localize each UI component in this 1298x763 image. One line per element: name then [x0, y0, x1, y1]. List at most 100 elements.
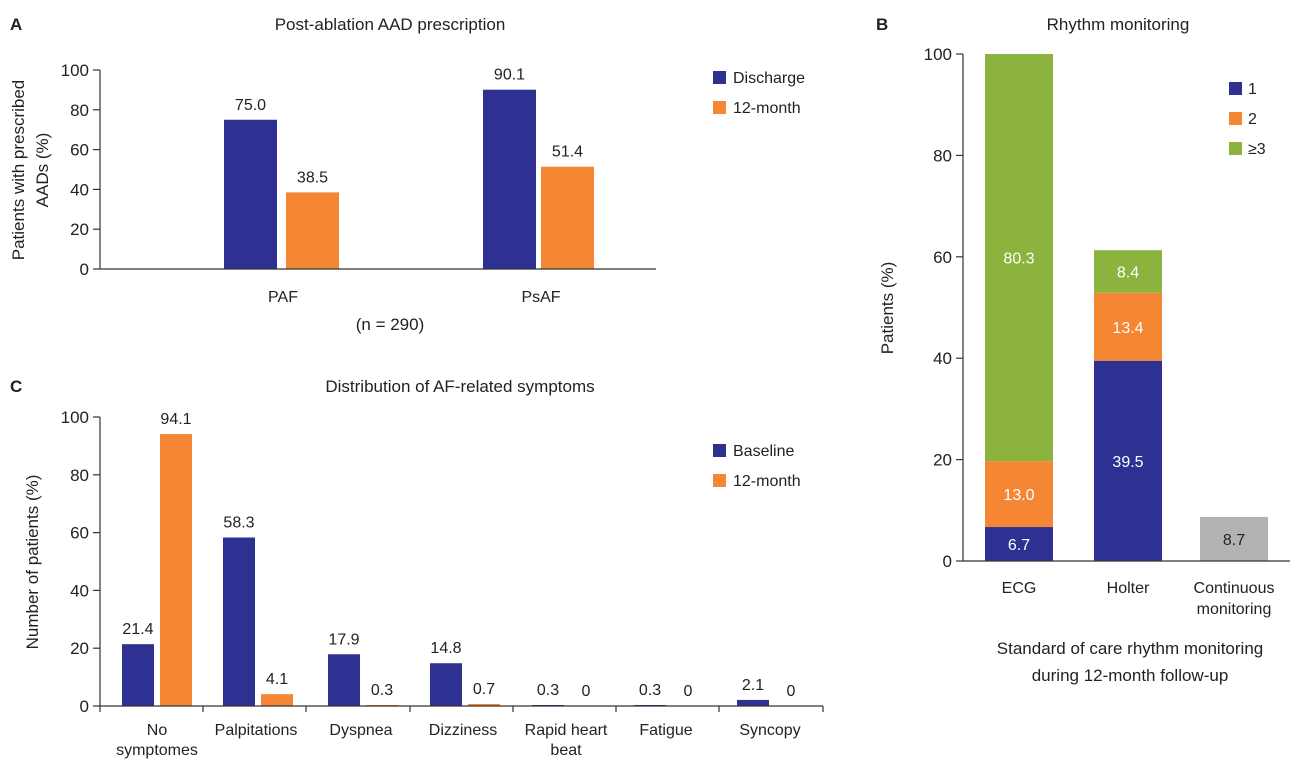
bar-value-label: 94.1	[160, 411, 191, 428]
y-tick-label: 80	[70, 101, 89, 120]
category-label: Continuous	[1194, 580, 1275, 597]
panel-c-category-labels: No symptomes Palpitations Dyspnea Dizziness R…	[99, 706, 824, 759]
stacked-bar-segment	[985, 527, 1053, 561]
legend-swatch-2	[1229, 112, 1242, 125]
bar	[483, 89, 536, 270]
segment-value-label: 8.4	[1117, 265, 1139, 282]
y-tick-label: 40	[70, 581, 89, 600]
y-tick-label: 0	[943, 552, 952, 571]
panel-c-ylabel: Number of patients (%)	[23, 475, 42, 650]
y-tick-label: 20	[70, 639, 89, 658]
y-tick-label: 0	[80, 697, 89, 716]
category-label: beat	[550, 742, 582, 759]
panel-a: A Post-ablation AAD prescription Patient…	[9, 15, 805, 334]
panel-b-value-labels: 6.7 39.5 13.0 13.4 80.3 8.4 8.7	[1003, 251, 1245, 554]
category-label: No	[147, 722, 168, 739]
bar-value-label: 0	[684, 683, 693, 700]
y-tick-label: 60	[70, 524, 89, 543]
stacked-bar-segment	[1094, 360, 1162, 561]
y-tick-label: 60	[933, 248, 952, 267]
legend-label-discharge: Discharge	[733, 70, 805, 87]
legend-swatch-baseline	[713, 444, 726, 457]
y-tick-label: 100	[924, 45, 952, 64]
bar-value-label: 58.3	[223, 515, 254, 532]
category-label: Dizziness	[429, 722, 497, 739]
bar	[430, 663, 462, 706]
segment-value-label: 80.3	[1003, 251, 1034, 268]
panel-b-title: Rhythm monitoring	[1047, 15, 1190, 34]
panel-b-caption-line2: during 12-month follow-up	[1032, 666, 1229, 685]
bar-value-label: 21.4	[122, 621, 153, 638]
y-tick-label: 80	[70, 466, 89, 485]
segment-value-label: 13.0	[1003, 487, 1034, 504]
panel-a-bars	[224, 89, 594, 270]
panel-c-title: Distribution of AF-related symptoms	[325, 377, 594, 396]
legend-label-12-month-a: 12-month	[733, 100, 801, 117]
legend-label-12-month-c: 12-month	[733, 473, 801, 490]
segment-value-label: 8.7	[1223, 532, 1245, 549]
y-tick-label: 100	[61, 408, 89, 427]
panel-a-value-labels: 75.0 90.1 38.5 51.4	[235, 67, 583, 187]
bar-value-label: 51.4	[552, 144, 583, 161]
panel-a-title: Post-ablation AAD prescription	[275, 15, 506, 34]
category-label: ECG	[1002, 580, 1037, 597]
bar	[328, 654, 360, 706]
panel-c-letter: C	[10, 377, 22, 396]
segment-value-label: 39.5	[1112, 454, 1143, 471]
bar-value-label: 75.0	[235, 97, 266, 114]
bar	[737, 699, 769, 706]
panel-b-bars	[985, 54, 1268, 561]
panel-c: C Distribution of AF-related symptoms Nu…	[10, 377, 824, 759]
bar-value-label: 90.1	[494, 67, 525, 84]
panel-b-category-labels: ECG Holter Continuous monitoring	[1002, 580, 1275, 618]
panel-b-ylabel: Patients (%)	[878, 262, 897, 355]
panel-c-y-ticks: 0 20 40 60 80 100	[61, 408, 100, 716]
y-tick-label: 100	[61, 61, 89, 80]
category-label: symptomes	[116, 742, 198, 759]
bar-value-label: 0.7	[473, 681, 495, 698]
panel-b-legend: 1 2 ≥3	[1229, 81, 1266, 158]
panel-a-ylabel-line1: Patients with prescribed	[9, 80, 28, 260]
panel-a-letter: A	[10, 15, 22, 34]
panel-a-legend: Discharge 12-month	[713, 70, 805, 117]
y-tick-label: 40	[70, 180, 89, 199]
panel-c-value-labels: 21.4 58.3 17.9 14.8 0.3 0.3 2.1 94.1 4.1 0.3 0.7 0 0…	[122, 411, 795, 700]
panel-b-letter: B	[876, 15, 888, 34]
category-label: Fatigue	[639, 722, 692, 739]
y-tick-label: 60	[70, 141, 89, 160]
bar-value-label: 14.8	[430, 640, 461, 657]
legend-label-3-plus: ≥3	[1248, 141, 1266, 158]
panel-a-n-note: (n = 290)	[356, 315, 425, 334]
bar-value-label: 38.5	[297, 169, 328, 186]
category-label: Holter	[1107, 580, 1150, 597]
legend-swatch-3-plus	[1229, 142, 1242, 155]
bar	[160, 434, 192, 706]
stacked-bar-segment	[1094, 250, 1162, 293]
category-label: Dyspnea	[329, 722, 392, 739]
bar	[223, 537, 255, 706]
category-label: Palpitations	[215, 722, 298, 739]
bar-value-label: 4.1	[266, 671, 288, 688]
bar-value-label: 0.3	[639, 682, 661, 699]
bar	[224, 119, 277, 269]
panel-c-bars	[122, 434, 769, 706]
bar-value-label: 0.3	[537, 682, 559, 699]
panel-a-y-ticks: 0 20 40 60 80 100	[61, 61, 100, 279]
stacked-bar-segment	[1094, 292, 1162, 361]
y-tick-label: 0	[80, 260, 89, 279]
panel-b: B Rhythm monitoring Patients (%) 0 20 40 60…	[876, 15, 1290, 685]
legend-swatch-12-month-c	[713, 474, 726, 487]
category-label: PAF	[268, 289, 298, 306]
y-tick-label: 80	[933, 146, 952, 165]
bar-value-label: 0	[787, 683, 796, 700]
bar	[541, 166, 594, 269]
bar	[122, 644, 154, 706]
panel-a-ylabel-line2: AADs (%)	[33, 133, 52, 208]
category-label: Rapid heart	[525, 722, 608, 739]
legend-label-baseline: Baseline	[733, 443, 794, 460]
bar-value-label: 0	[582, 683, 591, 700]
legend-swatch-12-month-a	[713, 101, 726, 114]
y-tick-label: 40	[933, 349, 952, 368]
panel-c-legend: Baseline 12-month	[713, 443, 801, 490]
